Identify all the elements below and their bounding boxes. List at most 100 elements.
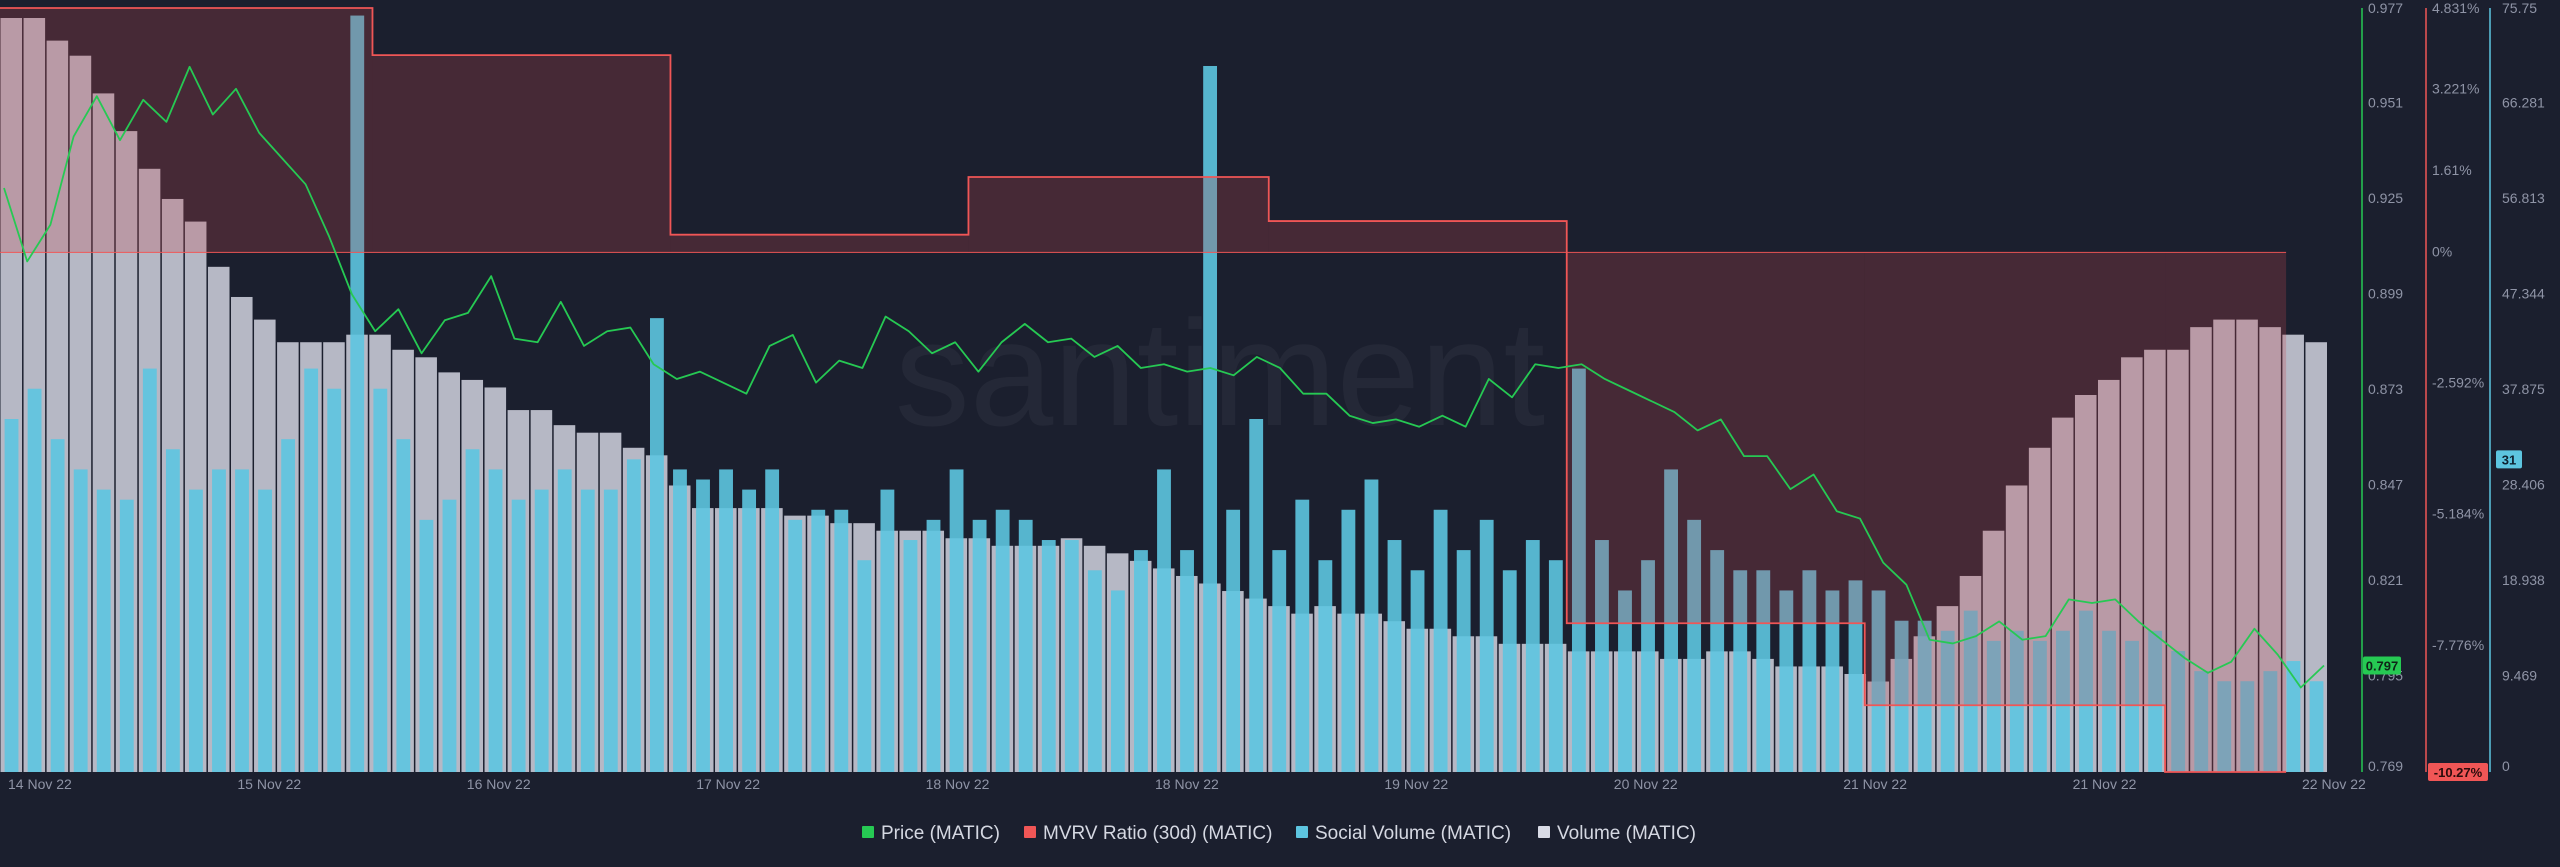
social-volume-bar [488, 469, 503, 772]
social-value-badge-text: 31 [2502, 452, 2516, 467]
legend-swatch [862, 826, 874, 838]
social-volume-bar [165, 449, 180, 772]
social-volume-bar [1134, 550, 1148, 772]
social-volume-bar [119, 499, 134, 772]
social-volume-bar [811, 509, 826, 772]
social-volume-bar [1110, 590, 1125, 772]
mvrv-value-badge [2428, 763, 2488, 781]
legend-swatch [1296, 826, 1308, 838]
legend[interactable]: Price (MATIC) MVRV Ratio (30d) (MATIC) Soc… [862, 823, 1696, 844]
mvrv-series [0, 7, 2287, 773]
legend-item[interactable]: MVRV Ratio (30d) (MATIC) [1024, 823, 1272, 844]
social-volume-bar [304, 368, 319, 772]
social-volume-bar [673, 469, 687, 772]
x-tick-label: 19 Nov 22 [1384, 776, 1448, 792]
social-volume-bar [327, 388, 342, 772]
social-volume-bar [903, 540, 918, 772]
social-volume-bar [1018, 519, 1033, 772]
price-tick-label: 0.821 [2368, 572, 2403, 588]
social-volume-bar [1180, 550, 1194, 772]
social-volume-bar [1687, 519, 1702, 772]
social-volume-bar [281, 439, 296, 772]
social-volume-bar [1387, 540, 1402, 772]
social-volume-bar [1710, 550, 1725, 772]
social-volume-bars [4, 15, 2324, 773]
social-volume-bar [1733, 570, 1748, 772]
social-volume-bar [1963, 610, 1978, 772]
legend-item[interactable]: Price (MATIC) [862, 823, 1000, 844]
social-volume-bar [2148, 630, 2163, 772]
legend-swatch [1538, 826, 1550, 838]
x-tick-label: 17 Nov 22 [696, 776, 760, 792]
social-volume-bar [465, 449, 480, 772]
social-volume-bar [995, 509, 1010, 772]
social-volume-bar [2309, 681, 2324, 772]
x-tick-label: 15 Nov 22 [237, 776, 301, 792]
mvrv-tick-label: 1.61% [2432, 162, 2472, 178]
mvrv-tick-label: 0% [2432, 243, 2452, 259]
social-volume-bar [1295, 499, 1310, 772]
social-volume-bar [419, 519, 434, 772]
legend-label: Social Volume (MATIC) [1315, 823, 1511, 844]
volume-bar [2190, 327, 2212, 772]
social-volume-bar [1848, 580, 1863, 772]
mvrv-tick-label: -2.592% [2432, 375, 2484, 391]
mvrv-area-segment [0, 8, 373, 253]
x-tick-label: 18 Nov 22 [926, 776, 990, 792]
price-tick-label: 0.873 [2368, 381, 2403, 397]
social-volume-bar [1272, 550, 1287, 772]
social-volume-bar [442, 499, 457, 772]
social-volume-bar [1548, 560, 1563, 772]
social-volume-bar [2009, 630, 2024, 772]
social-tick-label: 18.938 [2502, 572, 2545, 588]
social-tick-label: 28.406 [2502, 477, 2545, 493]
social-volume-bar [1525, 540, 1540, 772]
social-volume-bar [1456, 550, 1471, 772]
social-volume-bar [1364, 479, 1379, 772]
social-volume-bar [212, 469, 226, 772]
social-volume-bar [189, 489, 203, 772]
price-tick-label: 0.847 [2368, 477, 2403, 493]
price-series [3, 65, 2325, 689]
social-volume-bar [50, 439, 65, 772]
mvrv-tick-label: 3.221% [2432, 80, 2479, 96]
social-volume-bar [857, 560, 872, 772]
social-volume-bar [626, 459, 641, 772]
legend-item[interactable]: Social Volume (MATIC) [1296, 823, 1511, 844]
volume-bar [2213, 319, 2235, 772]
legend-item[interactable]: Volume (MATIC) [1538, 823, 1696, 844]
social-volume-bar [1157, 469, 1171, 772]
social-volume-bar [2240, 681, 2255, 772]
social-volume-bar [1802, 570, 1817, 772]
social-value-badge [2496, 450, 2522, 469]
social-volume-bar [765, 469, 780, 772]
social-volume-bar [1986, 640, 2001, 772]
social-volume-bar [1249, 419, 1264, 772]
volume-bar [2259, 327, 2281, 772]
social-tick-label: 56.813 [2502, 190, 2545, 206]
x-tick-label: 21 Nov 22 [2073, 776, 2137, 792]
social-volume-bar [1410, 570, 1425, 772]
mvrv-area-segment [670, 234, 969, 253]
mvrv-area-segment [1268, 221, 1567, 253]
price-tick-label: 0.925 [2368, 190, 2403, 206]
social-volume-bar [2286, 661, 2301, 772]
social-volume-bar [534, 489, 549, 772]
x-tick-label: 22 Nov 22 [2302, 776, 2366, 792]
social-tick-label: 47.344 [2502, 286, 2545, 302]
social-volume-bar [1940, 630, 1955, 772]
mvrv-value-badge-text: -10.27% [2434, 765, 2483, 780]
social-volume-bar [1087, 570, 1102, 772]
legend-label: Volume (MATIC) [1557, 823, 1696, 844]
social-volume-bar [396, 439, 411, 772]
social-volume-bar [2217, 681, 2232, 772]
value-badges: 0.797 31 -10.27% [2363, 450, 2522, 781]
price-tick-label: 0.977 [2368, 0, 2403, 16]
mvrv-tick-label: -7.776% [2432, 637, 2484, 653]
social-tick-label: 75.75 [2502, 0, 2537, 16]
x-tick-label: 14 Nov 22 [8, 776, 72, 792]
social-volume-bar [1871, 590, 1886, 772]
social-volume-bar [1571, 368, 1586, 772]
